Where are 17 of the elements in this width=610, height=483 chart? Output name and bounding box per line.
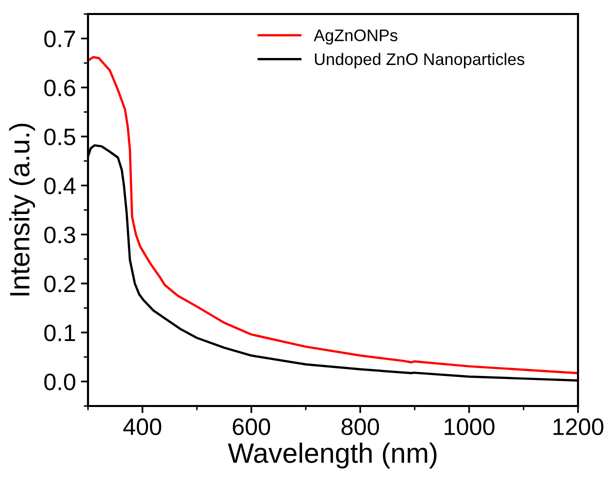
y-axis-title: Intensity (a.u.) bbox=[9, 124, 36, 296]
y-tick-label: 0.0 bbox=[44, 374, 76, 390]
y-tick-label: 0.3 bbox=[44, 226, 76, 244]
y-tick-label: 0.5 bbox=[44, 128, 76, 146]
y-tick-label: 0.1 bbox=[44, 324, 76, 342]
y-tick-label: 0.4 bbox=[44, 178, 76, 194]
x-axis-title: Wavelength (nm) bbox=[228, 442, 437, 468]
legend-label: Undoped ZnO Nanoparticles bbox=[314, 52, 524, 68]
x-tick-label: 400 bbox=[123, 418, 162, 436]
x-tick-label: 1200 bbox=[554, 418, 604, 436]
x-tick-label: 1000 bbox=[444, 418, 494, 436]
legend-label: AgZnONPs bbox=[314, 29, 398, 45]
x-tick-label: 800 bbox=[342, 418, 379, 436]
x-tick-label: 600 bbox=[232, 418, 270, 436]
y-tick-label: 0.6 bbox=[44, 80, 76, 96]
y-tick-label: 0.2 bbox=[44, 276, 76, 292]
y-tick-label: 0.7 bbox=[44, 30, 76, 48]
